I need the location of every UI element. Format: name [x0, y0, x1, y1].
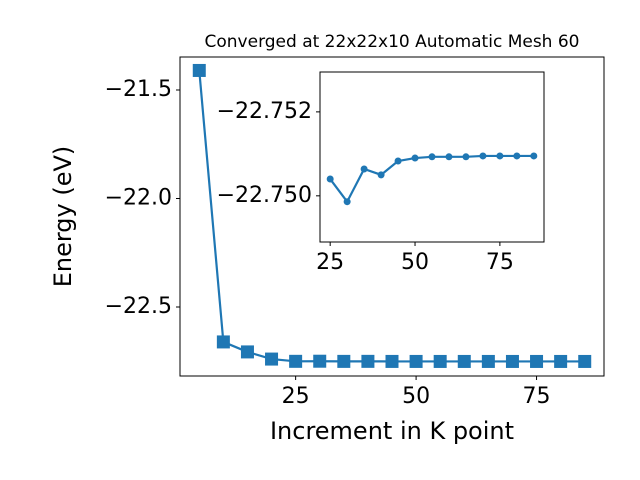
- data-point: [433, 354, 447, 368]
- data-point: [361, 354, 375, 368]
- x-tick-label: 25: [316, 250, 344, 275]
- x-axis-label: Increment in K point: [270, 417, 514, 445]
- data-point: [216, 335, 230, 349]
- y-tick-label: −22.5: [105, 294, 172, 319]
- data-point: [343, 198, 351, 206]
- data-point: [192, 63, 206, 77]
- y-tick-label: −22.0: [105, 185, 172, 210]
- data-point: [385, 354, 399, 368]
- data-point: [445, 153, 453, 161]
- data-point: [554, 354, 568, 368]
- y-tick-label: −21.5: [105, 77, 172, 102]
- data-point: [479, 152, 487, 160]
- data-point: [265, 352, 279, 366]
- x-tick-label: 50: [401, 250, 429, 275]
- data-point: [530, 152, 538, 160]
- data-point: [289, 354, 303, 368]
- y-tick-label: −22.752: [217, 99, 312, 124]
- data-point: [578, 354, 592, 368]
- data-point: [337, 354, 351, 368]
- x-tick-label: 75: [523, 384, 551, 409]
- chart-title: Converged at 22x22x10 Automatic Mesh 60: [205, 32, 580, 52]
- x-tick-label: 75: [486, 250, 514, 275]
- data-point: [462, 153, 470, 161]
- data-point: [505, 354, 519, 368]
- data-point: [377, 171, 385, 179]
- data-point: [411, 154, 419, 162]
- data-point: [326, 175, 334, 183]
- data-point: [530, 354, 544, 368]
- data-point: [457, 354, 471, 368]
- x-tick-label: 25: [282, 384, 310, 409]
- data-point: [409, 354, 423, 368]
- data-point: [481, 354, 495, 368]
- x-tick-label: 50: [402, 384, 430, 409]
- data-point: [394, 157, 402, 165]
- data-point: [428, 153, 436, 161]
- data-point: [360, 165, 368, 173]
- y-tick-label: −22.750: [217, 183, 312, 208]
- data-point: [240, 345, 254, 359]
- y-axis-label: Energy (eV): [49, 146, 77, 288]
- data-point: [513, 152, 521, 160]
- data-point: [313, 354, 327, 368]
- data-point: [496, 152, 504, 160]
